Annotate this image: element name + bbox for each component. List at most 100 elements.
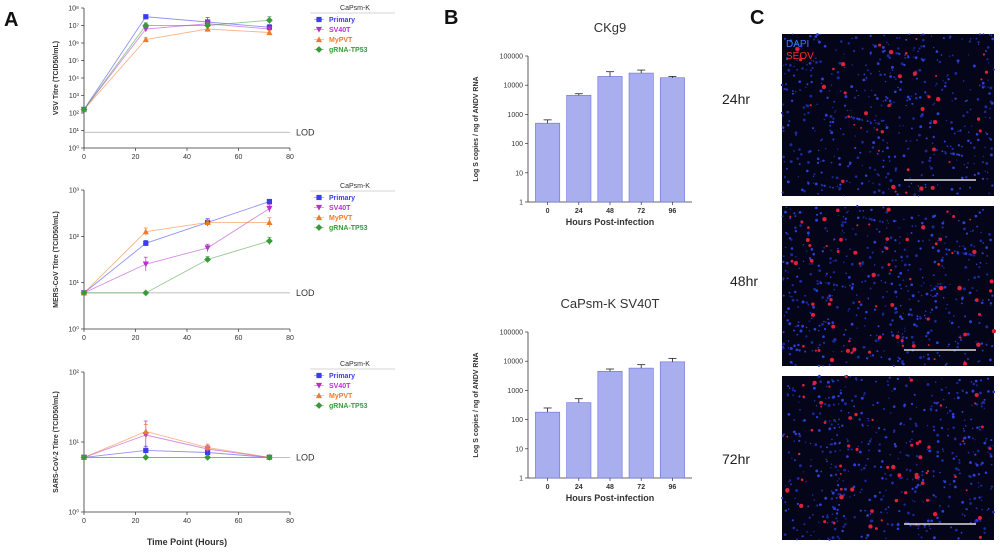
dapi-nucleus bbox=[915, 225, 917, 227]
dapi-nucleus bbox=[951, 415, 955, 419]
dapi-nucleus bbox=[989, 100, 993, 104]
dapi-nucleus bbox=[961, 513, 964, 516]
y-tick-label: 1 bbox=[519, 476, 523, 483]
dapi-nucleus bbox=[883, 73, 886, 76]
dapi-nucleus bbox=[795, 538, 799, 541]
data-point bbox=[266, 219, 273, 226]
bar bbox=[659, 77, 685, 203]
dapi-nucleus bbox=[988, 233, 991, 236]
dapi-nucleus bbox=[898, 37, 901, 39]
y-axis-title: VSV Titre (TCID50/mL) bbox=[53, 41, 60, 115]
dapi-nucleus bbox=[945, 247, 948, 251]
dapi-nucleus bbox=[881, 191, 885, 195]
dapi-nucleus bbox=[859, 210, 861, 212]
dapi-nucleus bbox=[796, 502, 800, 506]
dapi-nucleus bbox=[982, 208, 984, 211]
x-tick-label: 80 bbox=[286, 154, 294, 161]
dapi-nucleus bbox=[832, 186, 834, 189]
dapi-nucleus bbox=[802, 106, 806, 109]
seov-signal bbox=[805, 238, 810, 242]
seov-signal bbox=[932, 512, 938, 517]
dapi-nucleus bbox=[894, 311, 897, 315]
dapi-nucleus bbox=[843, 261, 845, 264]
y-tick-label: 10² bbox=[69, 111, 80, 118]
dapi-nucleus bbox=[837, 148, 839, 150]
dapi-nucleus bbox=[891, 481, 895, 485]
seov-signal bbox=[860, 126, 863, 129]
y-tick-label: 10000 bbox=[504, 83, 524, 90]
dapi-nucleus bbox=[860, 182, 864, 185]
dapi-nucleus bbox=[843, 53, 845, 55]
seov-signal bbox=[897, 473, 902, 478]
dapi-nucleus bbox=[968, 54, 970, 56]
seov-signal bbox=[847, 444, 851, 448]
dapi-nucleus bbox=[973, 173, 976, 176]
dapi-nucleus bbox=[904, 384, 908, 388]
dapi-nucleus bbox=[801, 324, 804, 328]
dapi-nucleus bbox=[916, 483, 920, 487]
dapi-nucleus bbox=[798, 439, 801, 443]
dapi-nucleus bbox=[989, 108, 991, 110]
dapi-nucleus bbox=[897, 86, 899, 89]
dapi-nucleus bbox=[925, 137, 928, 140]
dapi-nucleus bbox=[938, 354, 941, 357]
seov-signal bbox=[786, 490, 789, 493]
seov-signal bbox=[858, 300, 861, 304]
dapi-nucleus bbox=[843, 104, 847, 107]
dapi-nucleus bbox=[921, 276, 924, 279]
dapi-nucleus bbox=[821, 489, 824, 492]
dapi-nucleus bbox=[829, 115, 833, 118]
dapi-nucleus bbox=[909, 140, 912, 142]
dapi-nucleus bbox=[825, 385, 828, 388]
dapi-nucleus bbox=[794, 226, 797, 230]
seov-signal bbox=[802, 395, 805, 399]
dapi-nucleus bbox=[954, 71, 958, 75]
dapi-nucleus bbox=[830, 84, 833, 86]
dapi-nucleus bbox=[941, 221, 945, 225]
dapi-nucleus bbox=[856, 204, 859, 208]
dapi-nucleus bbox=[978, 496, 981, 499]
dapi-nucleus bbox=[793, 65, 795, 68]
dapi-nucleus bbox=[972, 473, 976, 477]
dapi-nucleus bbox=[982, 155, 985, 158]
dapi-nucleus bbox=[978, 321, 981, 325]
dapi-nucleus bbox=[874, 119, 876, 122]
dapi-nucleus bbox=[864, 89, 866, 92]
dapi-nucleus bbox=[991, 294, 994, 297]
dapi-nucleus bbox=[981, 252, 984, 255]
seov-signal bbox=[963, 361, 967, 366]
dapi-nucleus bbox=[957, 61, 959, 64]
dapi-nucleus bbox=[966, 332, 970, 336]
x-tick-label: 20 bbox=[132, 335, 140, 342]
seov-signal bbox=[988, 447, 992, 451]
dapi-nucleus bbox=[782, 278, 785, 281]
dapi-nucleus bbox=[913, 323, 916, 327]
dapi-nucleus bbox=[910, 95, 913, 97]
dapi-nucleus bbox=[831, 536, 835, 540]
dapi-nucleus bbox=[930, 519, 934, 523]
dapi-nucleus bbox=[919, 356, 923, 360]
dapi-nucleus bbox=[965, 232, 969, 235]
y-tick-label: 10⁴ bbox=[68, 76, 79, 83]
dapi-nucleus bbox=[943, 285, 947, 289]
dapi-nucleus bbox=[971, 389, 975, 393]
data-point bbox=[266, 29, 273, 36]
dapi-nucleus bbox=[917, 185, 920, 187]
dapi-nucleus bbox=[857, 188, 860, 191]
dapi-nucleus bbox=[969, 37, 972, 40]
dapi-nucleus bbox=[969, 88, 972, 91]
dapi-nucleus bbox=[909, 524, 912, 527]
dapi-nucleus bbox=[947, 434, 949, 437]
dapi-nucleus bbox=[949, 213, 952, 215]
dapi-nucleus bbox=[816, 103, 818, 106]
dapi-nucleus bbox=[908, 377, 911, 379]
legend-title: CaPsm-K bbox=[340, 183, 370, 190]
dapi-nucleus bbox=[801, 67, 804, 70]
dapi-nucleus bbox=[926, 424, 929, 427]
seov-signal bbox=[886, 465, 890, 469]
dapi-nucleus bbox=[920, 294, 923, 297]
dapi-nucleus bbox=[791, 90, 794, 92]
dapi-nucleus bbox=[872, 44, 874, 46]
dapi-nucleus bbox=[984, 105, 988, 109]
